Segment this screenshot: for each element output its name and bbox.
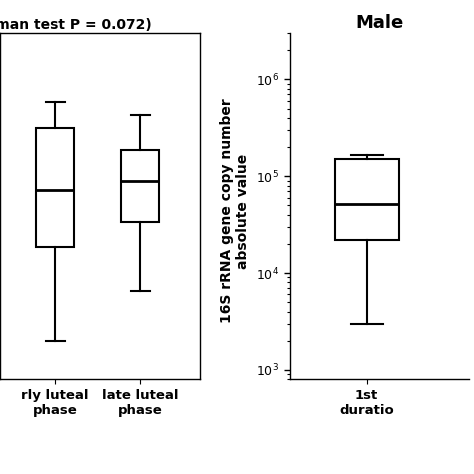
PathPatch shape: [335, 159, 399, 240]
Text: 16S rRNA gene copy number
absolute value: 16S rRNA gene copy number absolute value: [219, 99, 250, 323]
Title: Male: Male: [356, 14, 403, 32]
PathPatch shape: [36, 128, 74, 247]
Text: edman test P = 0.072): edman test P = 0.072): [0, 18, 152, 32]
PathPatch shape: [121, 150, 159, 222]
